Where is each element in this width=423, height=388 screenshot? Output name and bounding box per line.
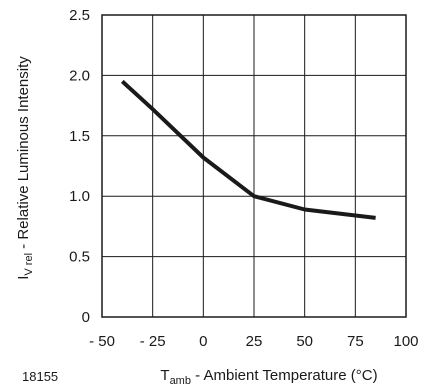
series-layer	[120, 79, 376, 220]
x-tick-label: 50	[296, 333, 313, 350]
x-tick-label: - 50	[89, 333, 115, 350]
y-tick-label: 2.5	[69, 7, 90, 24]
y-tick-label: 1.0	[69, 188, 90, 205]
y-axis-label-symbol: I	[15, 276, 32, 280]
x-tick-label: 25	[246, 333, 263, 350]
series-line	[120, 79, 376, 220]
y-tick-label: 0	[82, 309, 90, 326]
x-tick-label: 100	[393, 333, 418, 350]
x-tick-label: 75	[347, 333, 364, 350]
x-tick-labels: - 50 - 25 0 25 50 75 100	[89, 333, 418, 350]
x-axis-label-subscript: amb	[170, 375, 191, 387]
plot-frame	[101, 14, 407, 318]
grid-lines	[102, 15, 406, 317]
x-axis-label: Tamb - Ambient Temperature (°C)	[160, 367, 377, 387]
y-axis-label: IV rel - Relative Luminous Intensity	[15, 56, 35, 280]
y-axis-label-subscript: V rel	[23, 253, 35, 276]
y-tick-label: 1.5	[69, 128, 90, 145]
x-tick-label: - 25	[140, 333, 166, 350]
x-axis-label-symbol: T	[160, 367, 169, 384]
y-tick-labels: 0 0.5 1.0 1.5 2.0 2.5	[69, 7, 90, 326]
y-axis-label-text: - Relative Luminous Intensity	[15, 56, 32, 253]
y-tick-label: 2.0	[69, 67, 90, 84]
x-axis-label-text: - Ambient Temperature (°C)	[191, 367, 378, 384]
x-tick-label: 0	[199, 333, 207, 350]
y-tick-label: 0.5	[69, 249, 90, 266]
figure-id: 18155	[22, 369, 58, 384]
